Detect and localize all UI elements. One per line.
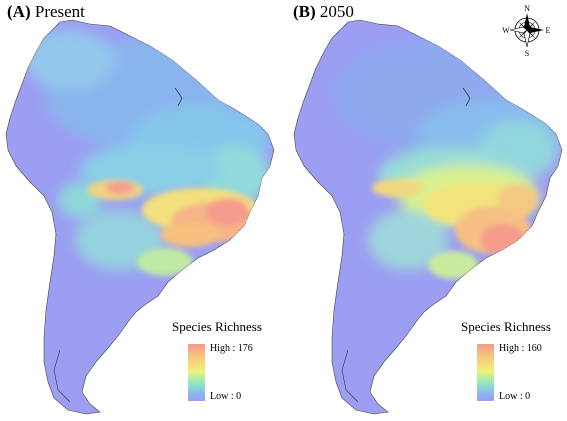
panel-b-title: (B) 2050: [293, 2, 354, 22]
panel-b-label: 2050: [319, 2, 354, 21]
compass-e: E: [546, 26, 551, 35]
legend-a-title: Species Richness: [172, 319, 262, 334]
map-present: [5, 19, 275, 415]
legend-b-colorbar: [477, 344, 494, 401]
panel-a-letter: (A): [7, 2, 31, 21]
panel-a-title: (A) Present: [7, 2, 85, 22]
compass-n: N: [524, 4, 530, 13]
legend-b-low: Low : 0: [499, 391, 531, 402]
legend-a-low: Low : 0: [210, 391, 242, 402]
compass-s: S: [525, 49, 529, 58]
legend-b-high: High : 160: [499, 343, 542, 354]
panel-b-letter: (B): [293, 2, 316, 21]
legend-a-colorbar: [188, 344, 205, 401]
compass-icon: N S E W: [502, 4, 550, 58]
compass-w: W: [502, 26, 510, 35]
panel-a-label: Present: [34, 2, 85, 21]
legend-a-high: High : 176: [210, 343, 253, 354]
legend-b-title: Species Richness: [461, 319, 551, 334]
